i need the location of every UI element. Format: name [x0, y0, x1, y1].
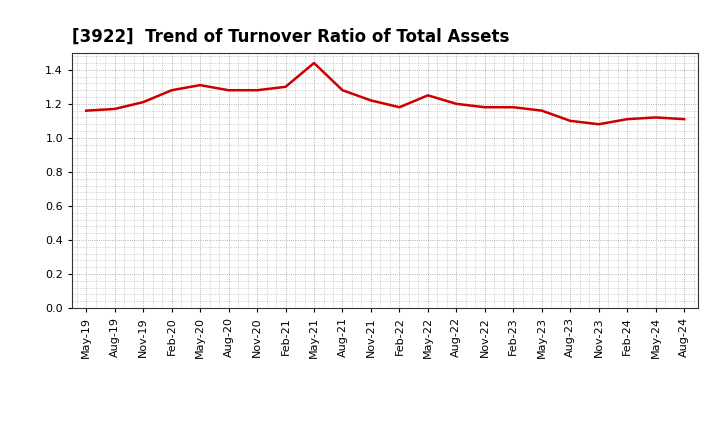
Text: [3922]  Trend of Turnover Ratio of Total Assets: [3922] Trend of Turnover Ratio of Total …: [72, 28, 509, 46]
